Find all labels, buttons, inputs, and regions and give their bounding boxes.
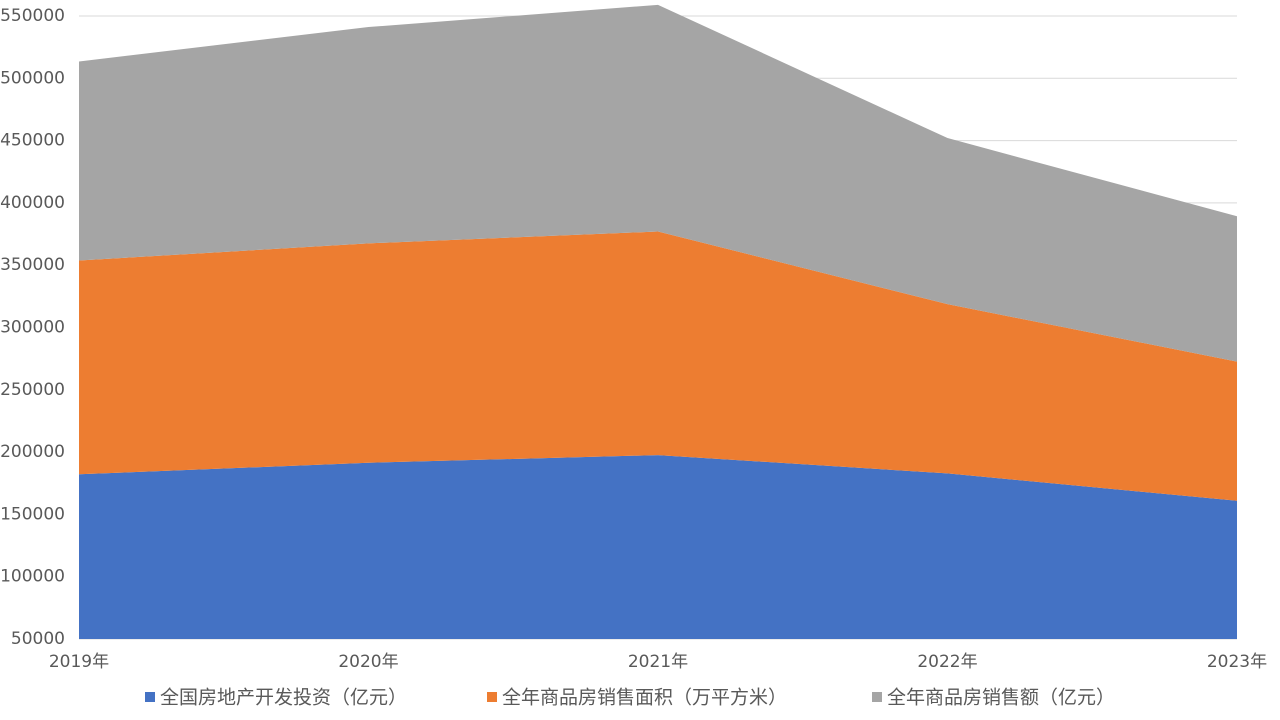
legend-label: 全年商品房销售面积（万平方米）: [502, 687, 787, 709]
area: [79, 4, 1237, 362]
area: [79, 455, 1237, 639]
y-tick-label: 400000: [0, 193, 65, 213]
x-tick-label: 2019年: [49, 652, 109, 672]
y-tick-label: 200000: [0, 442, 65, 462]
y-tick-label: 500000: [0, 68, 65, 88]
x-tick-label: 2021年: [628, 652, 688, 672]
y-tick-label: 350000: [0, 255, 65, 275]
y-tick-label: 100000: [0, 567, 65, 587]
axis-labels: 50000 100000 150000 200000 250000 300000 35000…: [0, 6, 1267, 672]
x-tick-label: 2022年: [917, 652, 977, 672]
area: [79, 231, 1237, 501]
plot-area: [79, 4, 1237, 639]
y-tick-label: 250000: [0, 380, 65, 400]
y-tick-label: 550000: [0, 6, 65, 26]
y-tick-label: 50000: [11, 629, 65, 649]
legend: 全国房地产开发投资（亿元） 全年商品房销售面积（万平方米） 全年商品房销售额（亿元）: [145, 687, 1115, 709]
y-tick-label: 150000: [0, 504, 65, 524]
x-tick-label: 2023年: [1207, 652, 1267, 672]
y-tick-label: 450000: [0, 131, 65, 151]
legend-label: 全年商品房销售额（亿元）: [887, 687, 1115, 709]
y-tick-label: 300000: [0, 318, 65, 338]
x-tick-label: 2020年: [338, 652, 398, 672]
legend-label: 全国房地产开发投资（亿元）: [160, 687, 407, 709]
legend-swatch: [145, 692, 155, 702]
legend-swatch: [872, 692, 882, 702]
legend-swatch: [487, 692, 497, 702]
